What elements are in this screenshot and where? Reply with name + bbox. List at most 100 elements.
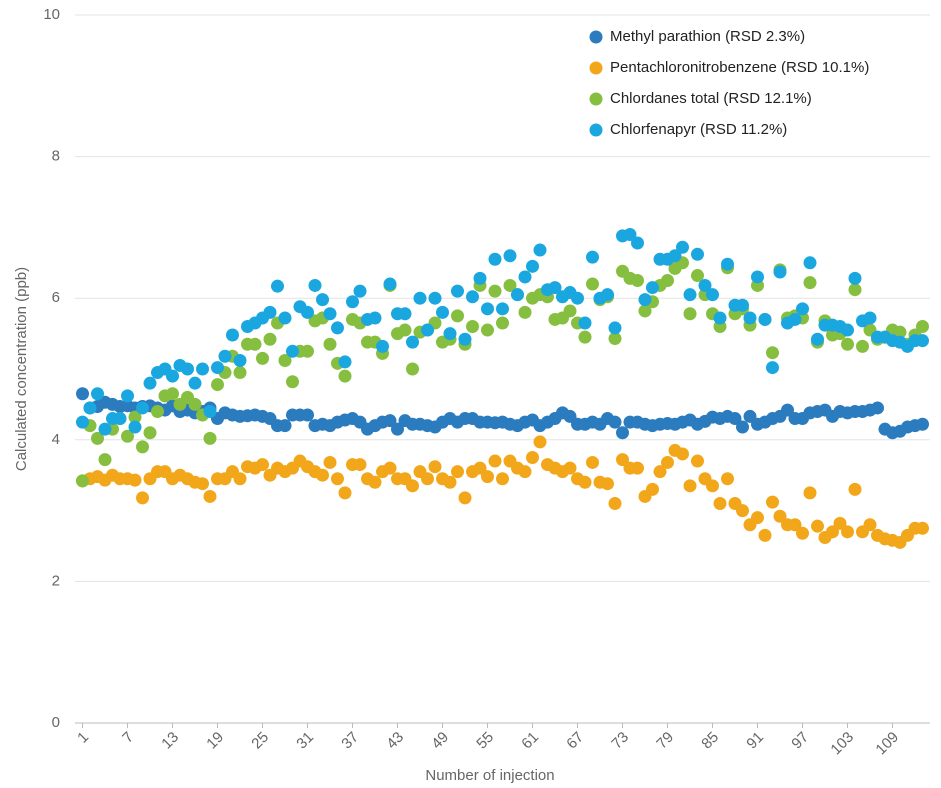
data-point [203,431,217,445]
data-point [211,378,224,392]
data-point [91,431,104,445]
data-point [691,269,704,283]
data-point [676,240,689,254]
data-point [331,472,344,486]
data-point [128,410,142,424]
data-point [331,321,344,335]
data-point [848,482,862,496]
data-point [706,479,719,493]
data-point [383,414,397,428]
data-point [773,265,787,279]
data-point [916,334,929,348]
y-tick-label: 0 [52,714,60,731]
data-point [796,302,809,316]
data-point [263,305,277,319]
data-point [128,473,142,487]
data-point [398,323,412,337]
data-point [203,489,217,503]
data-point [848,271,862,285]
data-point [136,440,149,454]
data-point [233,472,247,486]
data-point [608,321,622,335]
x-tick-label: 1 [74,729,92,747]
data-point [316,293,329,307]
legend-marker [589,30,603,44]
data-point [833,516,847,530]
data-point [803,256,817,270]
data-point [481,470,494,484]
data-point [488,454,502,468]
data-point [473,271,487,285]
data-point [83,401,97,415]
data-point [736,420,749,434]
y-tick-label: 6 [52,289,60,306]
data-point [323,337,337,351]
y-tick-label: 2 [52,572,60,589]
data-point [916,417,929,431]
data-point [511,288,524,302]
x-tick-label: 73 [608,729,632,753]
data-point [803,486,817,500]
data-point [128,420,142,434]
data-point [578,330,592,344]
x-tick-label: 79 [653,729,677,753]
data-point [863,311,877,325]
data-point [503,278,517,292]
data-point [353,284,367,298]
data-point [406,479,419,493]
data-point [143,426,157,440]
data-point [451,284,464,298]
data-point [376,339,389,353]
data-point [578,475,592,489]
data-point [346,295,359,309]
data-point [286,344,299,358]
data-point [391,422,404,436]
data-point [721,257,734,271]
data-point [616,426,629,440]
data-point [436,305,449,319]
data-point [811,332,824,346]
data-point [301,408,314,422]
x-tick-label: 67 [563,729,587,753]
data-point [316,468,329,482]
x-tick-label: 103 [827,729,857,759]
data-point [758,528,772,542]
data-point [121,389,134,403]
data-point [721,472,734,486]
y-tick-label: 8 [52,148,60,165]
x-tick-label: 55 [473,729,497,753]
data-point [668,249,682,263]
data-point [458,491,472,505]
data-point [496,302,509,316]
data-point [413,291,427,305]
data-point [76,387,89,401]
data-point [841,337,854,351]
legend-marker [589,61,603,75]
data-point [98,453,112,467]
x-tick-label: 61 [518,729,542,753]
data-point [451,309,464,323]
x-tick-label: 13 [158,729,182,753]
data-point [916,521,929,535]
data-point [338,369,352,383]
data-point [638,304,652,318]
data-point [518,305,532,319]
data-point [661,455,674,469]
y-axis-label: Calculated concentration (ppb) [13,267,30,471]
data-point [166,369,179,383]
data-point [323,455,337,469]
data-point [871,401,884,415]
data-point [863,518,877,532]
data-point [698,278,712,292]
data-point [661,274,674,287]
data-point [458,332,472,346]
data-point [443,327,457,341]
data-point [211,361,224,375]
data-point [548,281,562,295]
data-point [766,495,779,509]
y-tick-label: 10 [43,6,60,23]
data-point [451,465,464,479]
data-point [623,227,637,241]
data-point [406,362,419,376]
